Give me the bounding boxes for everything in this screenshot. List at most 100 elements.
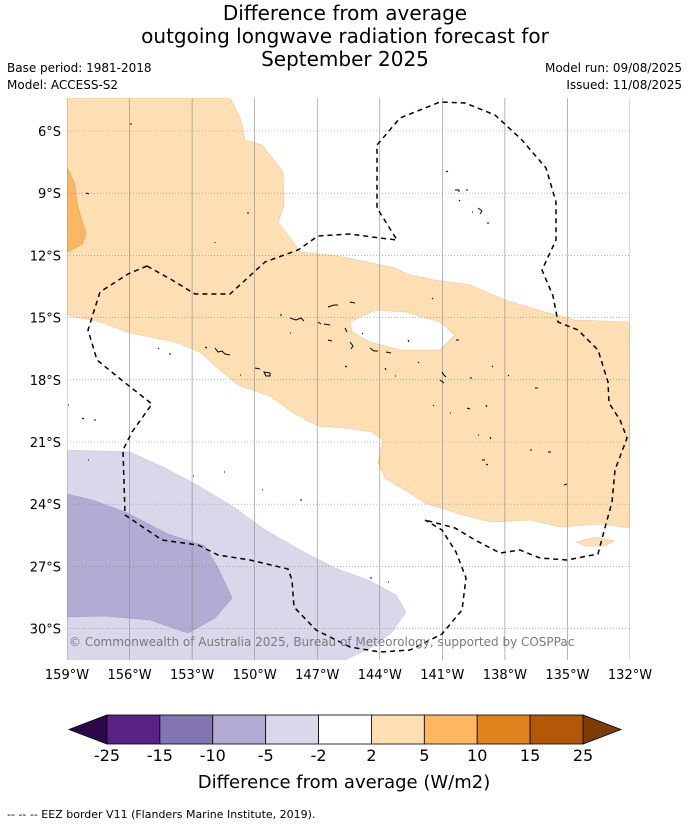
island-marker — [491, 365, 494, 368]
island-marker — [85, 192, 90, 195]
island-marker — [327, 304, 338, 308]
colorbar-label: Difference from average (W/m2) — [198, 772, 490, 793]
anomaly-hole-neutral — [349, 309, 456, 351]
gridlines — [67, 98, 630, 660]
colorbar-tick-label: 2 — [366, 746, 376, 765]
island-marker — [317, 321, 322, 325]
title-line-3: September 2025 — [261, 47, 429, 71]
longitude-tick-label: 135°W — [545, 668, 589, 683]
island-marker — [81, 417, 85, 420]
island-marker — [432, 404, 435, 407]
colorbar-tick-label: 10 — [467, 746, 487, 765]
island-marker — [507, 374, 510, 377]
latitude-tick-label: 18°S — [30, 374, 61, 389]
title-line-2: outgoing longwave radiation forecast for — [141, 24, 549, 48]
colorbar-tick-label: -15 — [147, 746, 173, 765]
latitude-tick-label: 9°S — [38, 187, 61, 202]
eez-border-french-polynesia — [146, 101, 628, 561]
colorbar-tick-label: -2 — [311, 746, 327, 765]
island-marker — [417, 361, 420, 364]
island-marker — [441, 371, 447, 378]
colorbar-segment — [159, 714, 214, 745]
latitude-tick-label: 15°S — [30, 312, 61, 327]
issued-date: Issued: 11/08/2025 — [566, 78, 682, 92]
model-run: Model run: 09/08/2025 — [544, 61, 682, 75]
island-marker — [361, 332, 364, 335]
island-marker — [431, 297, 434, 300]
model-name: Model: ACCESS-S2 — [7, 78, 119, 92]
island-marker — [344, 365, 348, 368]
island-marker — [289, 317, 305, 322]
latitude-tick-label: 30°S — [30, 623, 61, 638]
colorbar-segment — [529, 714, 584, 745]
island-marker — [384, 367, 387, 371]
island-marker — [157, 347, 160, 350]
colorbar: -25 -15 -10 -5 -2 2 5 10 15 25 — [67, 714, 623, 765]
map-area: © Commonwealth of Australia 2025, Bureau… — [67, 98, 630, 660]
meta-right: Model run: 09/08/2025 Issued: 11/08/2025 — [545, 60, 682, 94]
longitude-tick-label: 150°W — [233, 668, 277, 683]
island-marker — [349, 341, 354, 350]
colorbar-tick-label: 5 — [419, 746, 429, 765]
colorbar-tick-label: 15 — [520, 746, 540, 765]
title-line-1: Difference from average — [222, 1, 468, 25]
islands — [68, 123, 568, 583]
island-marker — [327, 339, 333, 342]
latitude-tick-label: 12°S — [30, 249, 61, 264]
island-marker — [214, 347, 231, 356]
longitude-tick-label: 132°W — [608, 668, 652, 683]
island-marker — [455, 189, 460, 192]
base-period: Base period: 1981-2018 — [7, 61, 152, 75]
colorbar-tick-label: -25 — [94, 746, 120, 765]
longitude-tick-label: 153°W — [170, 668, 214, 683]
island-marker — [349, 301, 356, 304]
island-marker — [369, 347, 378, 352]
longitude-tick-label: 138°W — [483, 668, 527, 683]
meta-left: Base period: 1981-2018 Model: ACCESS-S2 — [7, 60, 152, 94]
anomaly-region-negative-5-10 — [67, 493, 233, 634]
colorbar-segment — [371, 714, 425, 745]
island-marker — [407, 339, 410, 343]
island-marker — [458, 199, 461, 202]
colorbar-segment — [106, 714, 161, 745]
island-marker — [563, 483, 568, 486]
island-marker — [385, 351, 392, 354]
island-marker — [466, 407, 471, 410]
longitude-labels: 159°W 156°W 153°W 150°W 147°W 144°W 141°W 138°W… — [45, 668, 652, 683]
island-marker — [489, 436, 492, 440]
island-marker — [323, 323, 331, 326]
longitude-tick-label: 144°W — [358, 668, 402, 683]
colorbar-segment — [265, 714, 319, 745]
longitude-tick-label: 156°W — [107, 668, 151, 683]
island-marker — [485, 404, 488, 408]
eez-legend-note: -- -- -- EEZ border V11 (Flanders Marine… — [7, 808, 316, 821]
island-marker — [439, 379, 445, 384]
island-marker — [204, 346, 208, 349]
anomaly-region-positive-5-10 — [67, 167, 87, 253]
island-marker — [263, 371, 271, 377]
colorbar-segment — [212, 714, 267, 745]
colorbar-segment — [423, 714, 478, 745]
latitude-tick-label: 21°S — [30, 436, 61, 451]
longitude-tick-label: 159°W — [45, 668, 89, 683]
longitude-tick-label: 141°W — [420, 668, 464, 683]
colorbar-tick-label: -10 — [200, 746, 226, 765]
island-marker — [254, 367, 261, 370]
anomaly-patch-se — [575, 536, 615, 547]
colorbar-tick-label: 25 — [573, 746, 593, 765]
island-marker — [477, 207, 483, 215]
anomaly-region-positive-2-5 — [67, 98, 630, 529]
latitude-tick-label: 24°S — [30, 498, 61, 513]
copyright-notice: © Commonwealth of Australia 2025, Bureau… — [69, 635, 574, 649]
latitude-tick-label: 27°S — [30, 560, 61, 575]
latitude-tick-label: 6°S — [38, 125, 61, 140]
colorbar-tick-label: -5 — [258, 746, 274, 765]
eez-border-cook-islands — [87, 265, 467, 653]
island-marker — [344, 327, 348, 333]
island-marker — [445, 170, 449, 173]
island-marker — [485, 463, 489, 466]
colorbar-segment — [476, 714, 531, 745]
longitude-tick-label: 147°W — [295, 668, 339, 683]
colorbar-extend-high — [582, 714, 623, 745]
